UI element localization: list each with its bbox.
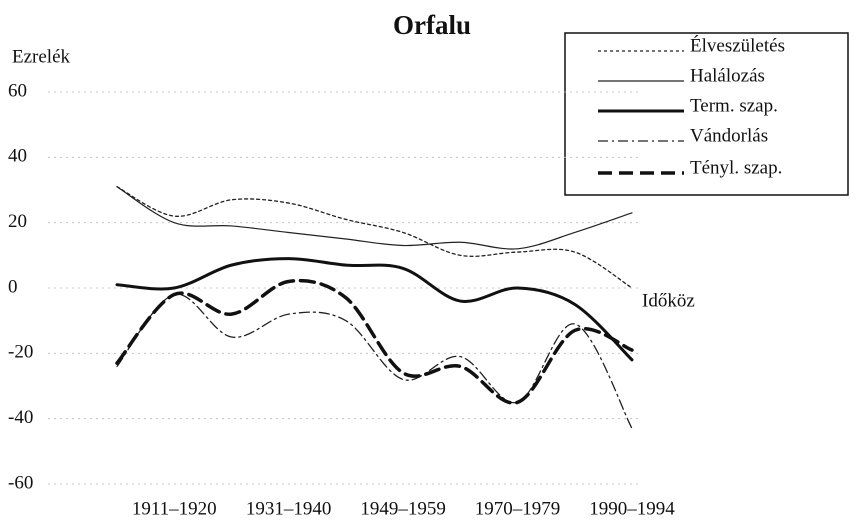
x-tick-label: 1990–1994 — [589, 498, 675, 519]
chart-title: Orfalu — [393, 10, 471, 40]
x-tick-label: 1970–1979 — [475, 498, 561, 519]
line-series — [116, 186, 633, 250]
y-tick-label: 60 — [8, 80, 27, 101]
y-tick-label: -60 — [8, 472, 33, 493]
line-series — [116, 186, 633, 289]
x-tick-label: 1949–1959 — [360, 498, 446, 519]
legend-label: Vándorlás — [690, 125, 768, 146]
y-axis-label: Ezrelék — [12, 46, 71, 67]
line-series — [115, 257, 634, 362]
line-series — [115, 278, 634, 405]
legend-label: Term. szap. — [690, 95, 778, 116]
y-tick-label: 20 — [8, 211, 27, 232]
y-tick-label: -20 — [8, 342, 33, 363]
legend-label: Élveszületés — [690, 34, 785, 56]
y-tick-label: -40 — [8, 407, 33, 428]
legend-label: Halálozás — [690, 65, 765, 86]
x-tick-label: 1911–1920 — [132, 498, 217, 519]
y-tick-label: 40 — [8, 146, 27, 167]
x-tick-label: 1931–1940 — [246, 498, 332, 519]
legend-box — [564, 32, 849, 196]
line-series — [116, 293, 633, 430]
x-axis-label: Időköz — [642, 290, 695, 311]
y-tick-label: 0 — [8, 276, 18, 297]
legend-label: Tényl. szap. — [690, 157, 782, 178]
